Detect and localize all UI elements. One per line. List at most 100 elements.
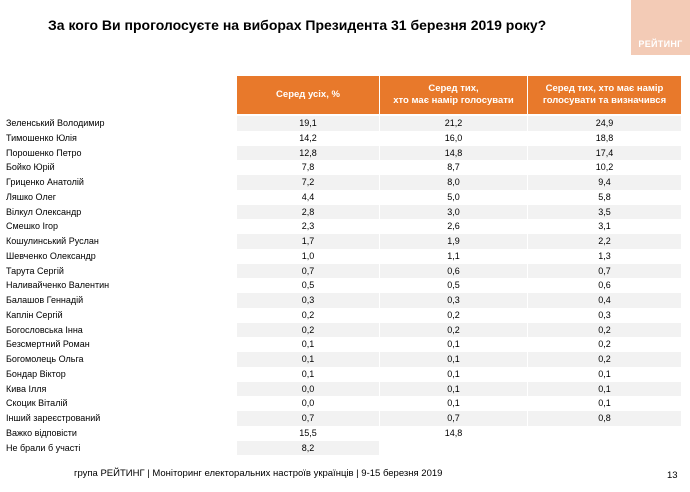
cell-shading	[528, 411, 681, 426]
table-row: Безсмертний Роман 0,1 0,1 0,2	[0, 337, 690, 351]
table-row: Інший зареєстрований 0,7 0,7 0,8	[0, 411, 690, 425]
value-cell: 7,8	[301, 162, 315, 173]
value-cell: 0,1	[447, 339, 460, 350]
cell-shading	[237, 293, 379, 308]
candidate-name: Тарута Сергій	[6, 265, 64, 276]
cell-shading	[380, 352, 527, 367]
table-row: Бондар Віктор 0,1 0,1 0,1	[0, 367, 690, 381]
cell-shading	[237, 116, 379, 131]
table-row: Зеленський Володимир 19,1 21,2 24,9	[0, 116, 690, 130]
value-cell: 1,0	[301, 250, 315, 261]
header-intend-to-vote: Серед тих, хто має намір голосувати	[380, 76, 527, 114]
footer-text: група РЕЙТИНГ | Моніторинг електоральних…	[74, 468, 443, 479]
value-cell: 12,8	[299, 147, 317, 158]
cell-shading	[380, 116, 527, 131]
cell-shading	[528, 145, 681, 161]
value-cell: 0,1	[598, 398, 611, 409]
cell-shading	[237, 352, 379, 367]
table-row: Бойко Юрій 7,8 8,7 10,2	[0, 160, 690, 174]
value-cell: 1,7	[301, 236, 315, 246]
value-cell: 3,1	[598, 221, 611, 232]
value-cell: 0,0	[301, 383, 315, 394]
candidate-name: Безсмертний Роман	[6, 339, 90, 350]
value-cell: 0,0	[301, 398, 315, 409]
value-cell: 19,1	[299, 118, 317, 128]
value-cell: 0,1	[301, 368, 315, 379]
candidate-name: Богомолець Ольга	[6, 354, 84, 364]
cell-shading	[237, 411, 379, 426]
cell-shading	[380, 322, 527, 338]
candidate-name: Не брали б участі	[6, 442, 81, 453]
value-cell: 14,8	[444, 427, 463, 438]
cell-shading	[380, 145, 527, 161]
table-row: Богословська Інна 0,2 0,2 0,2	[0, 323, 690, 337]
value-cell: 0,8	[598, 413, 611, 423]
cell-shading	[528, 293, 681, 308]
candidate-name: Порошенко Петро	[6, 147, 82, 158]
value-cell: 24,9	[595, 118, 614, 128]
cell-shading	[237, 145, 379, 161]
table-row: Гриценко Анатолій 7,2 8,0 9,4	[0, 175, 690, 189]
value-cell: 0,6	[447, 265, 460, 276]
cell-shading	[237, 381, 379, 397]
cell-shading	[528, 175, 681, 190]
value-cell: 15,5	[299, 427, 317, 438]
value-cell: 1,3	[598, 250, 611, 261]
page-number: 13	[667, 470, 678, 481]
candidate-name: Кошулинський Руслан	[6, 236, 99, 246]
value-cell: 0,2	[447, 324, 460, 335]
cell-shading	[237, 263, 379, 279]
slide-title: За кого Ви проголосуєте на виборах Прези…	[48, 17, 547, 33]
cell-shading	[528, 234, 681, 249]
value-cell: 7,2	[301, 177, 315, 187]
value-cell: 0,2	[598, 339, 611, 350]
cell-shading	[528, 381, 681, 397]
value-cell: 8,0	[447, 177, 460, 187]
logo-text: РЕЙТИНГ	[638, 39, 683, 49]
cell-shading	[528, 204, 681, 220]
value-cell: 0,1	[447, 398, 460, 409]
value-cell: 0,6	[598, 280, 611, 291]
value-cell: 2,3	[301, 221, 315, 232]
value-cell: 3,5	[598, 206, 611, 217]
cell-shading	[528, 116, 681, 131]
candidate-name: Смешко Ігор	[6, 221, 59, 232]
candidate-name: Інший зареєстрований	[6, 413, 101, 423]
value-cell: 0,2	[598, 324, 611, 335]
value-cell: 2,2	[598, 236, 611, 246]
table-row: Скоцик Віталій 0,0 0,1 0,1	[0, 396, 690, 410]
cell-shading	[528, 263, 681, 279]
cell-shading	[380, 263, 527, 279]
value-cell: 8,2	[301, 442, 315, 453]
value-cell: 14,2	[299, 132, 317, 143]
value-cell: 0,7	[301, 265, 315, 276]
value-cell: 0,7	[447, 413, 460, 423]
candidate-name: Богословська Інна	[6, 324, 83, 335]
value-cell: 0,3	[598, 309, 611, 320]
value-cell: 0,2	[301, 324, 315, 335]
value-cell: 0,3	[301, 295, 315, 305]
cell-shading	[237, 440, 379, 456]
candidate-name: Тимошенко Юлія	[6, 132, 77, 143]
value-cell: 0,7	[598, 265, 611, 276]
value-cell: 0,1	[598, 368, 611, 379]
table-row: Тарута Сергій 0,7 0,6 0,7	[0, 264, 690, 278]
cell-shading	[528, 322, 681, 338]
value-cell: 0,2	[447, 309, 460, 320]
candidate-name: Шевченко Олександр	[6, 250, 96, 261]
value-cell: 0,2	[301, 309, 315, 320]
value-cell: 5,8	[598, 191, 611, 202]
value-cell: 0,2	[598, 354, 611, 364]
candidate-name: Гриценко Анатолій	[6, 177, 84, 187]
value-cell: 5,0	[447, 191, 460, 202]
table-row: Важко відповісти 15,5 14,8	[0, 426, 690, 440]
cell-shading	[237, 204, 379, 220]
table-row: Балашов Геннадій 0,3 0,3 0,4	[0, 293, 690, 307]
table-row: Наливайченко Валентин 0,5 0,5 0,6	[0, 278, 690, 292]
table-row: Ляшко Олег 4,4 5,0 5,8	[0, 190, 690, 204]
candidate-name: Вілкул Олександр	[6, 206, 82, 217]
table-row: Богомолець Ольга 0,1 0,1 0,2	[0, 352, 690, 366]
table-row: Кошулинський Руслан 1,7 1,9 2,2	[0, 234, 690, 248]
value-cell: 14,8	[444, 147, 463, 158]
cell-shading	[380, 411, 527, 426]
